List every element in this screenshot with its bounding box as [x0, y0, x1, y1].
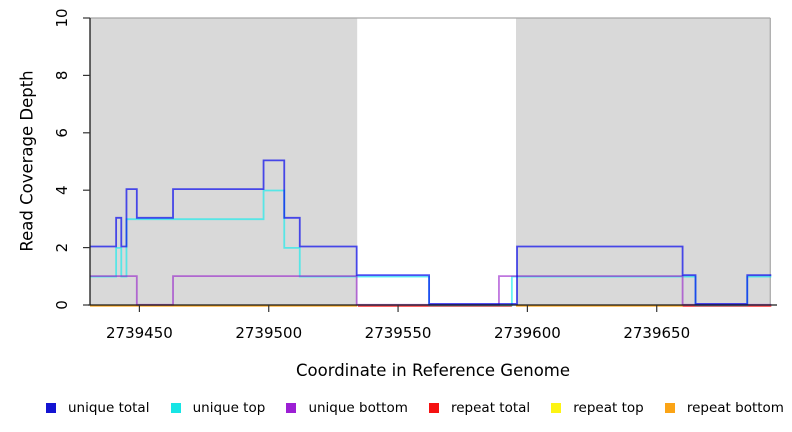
- y-axis-label: Read Coverage Depth: [18, 70, 37, 251]
- series-line-unique-bottom: [90, 275, 772, 306]
- x-tick-label: 2739650: [623, 324, 690, 342]
- legend-label: repeat bottom: [686, 400, 784, 416]
- legend-item: unique bottom: [286, 400, 408, 416]
- y-tick-label: 4: [53, 185, 71, 195]
- y-tick-label: 6: [53, 128, 71, 138]
- y-tick-label: 10: [53, 8, 71, 27]
- legend-item: repeat total: [428, 400, 531, 416]
- shaded-regions-layer: [90, 18, 771, 305]
- shaded-region: [516, 18, 771, 305]
- x-tick-label: 2739550: [365, 324, 432, 342]
- legend-label: unique bottom: [308, 400, 408, 416]
- legend-label: unique total: [68, 400, 150, 416]
- legend-swatch-unique-total: [46, 403, 56, 413]
- legend-label: unique top: [192, 400, 266, 416]
- legend-swatch-repeat-bottom: [664, 403, 675, 413]
- legend-swatch-repeat-top: [551, 403, 562, 413]
- legend-item: unique top: [170, 400, 266, 416]
- legend-label: repeat total: [450, 400, 531, 416]
- y-tick-label: 2: [53, 243, 71, 253]
- y-tick-label: 0: [53, 300, 71, 310]
- tick-layer: 0 2 4 6 8 10 2739450 2739500 2739550 2739600 27396…: [53, 8, 690, 342]
- legend-item: repeat top: [551, 400, 644, 416]
- legend-label: repeat top: [573, 400, 644, 416]
- legend: unique total unique top unique bottom re…: [46, 398, 784, 418]
- x-tick-label: 2739500: [235, 324, 302, 342]
- legend-item: repeat bottom: [664, 400, 784, 416]
- x-tick-label: 2739450: [106, 324, 173, 342]
- region-borders-layer: [90, 17, 771, 305]
- shaded-region: [90, 18, 358, 305]
- axes-layer: [88, 18, 777, 306]
- legend-item: unique total: [46, 400, 149, 416]
- legend-swatch-unique-top: [170, 403, 181, 413]
- series-line-unique-total: [90, 159, 772, 305]
- x-tick-label: 2739600: [494, 324, 561, 342]
- x-axis-title: Coordinate in Reference Genome: [296, 361, 570, 380]
- legend-swatch-repeat-total: [428, 403, 439, 413]
- legend-swatch-unique-bottom: [286, 403, 297, 413]
- y-tick-label: 8: [53, 71, 71, 81]
